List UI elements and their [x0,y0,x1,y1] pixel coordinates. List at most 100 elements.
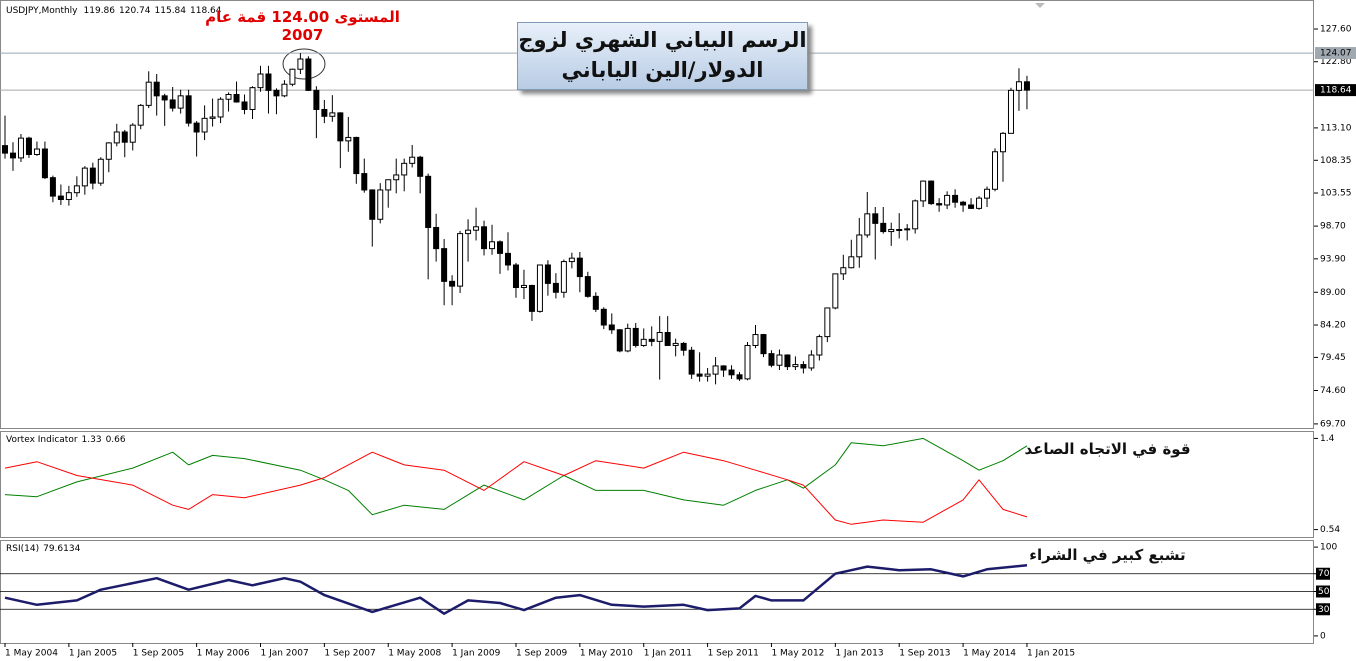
candle-body [824,307,831,338]
candle-body [592,295,599,310]
candle-body [337,112,344,142]
shift-marker [1035,3,1045,8]
candle-body [984,188,991,199]
y-tick-label: 84.20 [1320,321,1346,331]
candle-body [696,373,703,377]
candle-body [560,261,567,293]
candle-body [904,228,911,231]
candle-body [129,124,136,143]
candle-body [497,241,504,254]
candle-body [401,162,408,176]
candle-body [712,365,719,375]
candle-body [137,104,144,126]
candle-body [896,229,903,232]
indicator-line [4,437,1028,516]
y-tick-label: 98.70 [1320,222,1346,232]
candle-body [433,226,440,250]
candle-body [544,264,551,284]
candle-body [600,308,607,326]
x-tick-label: 1 May 2012 [771,649,824,659]
y-tick-label: 0.54 [1320,525,1340,535]
candle-body [329,112,336,117]
candle-body [776,354,783,366]
candle-body [832,273,839,309]
x-tick-label: 1 May 2010 [580,649,633,659]
x-tick-label: 1 May 2008 [388,649,441,659]
y-tick-label: 50 [1318,587,1330,597]
candle-body [425,175,432,228]
candle-body [880,222,887,233]
vortex-panel [0,431,1314,538]
candle-body [624,327,631,352]
candle-body [736,374,743,380]
candle-body [121,131,128,143]
candle-body [321,108,328,117]
rsi-panel [0,540,1314,644]
candle-body [680,342,687,351]
y-tick-label: 70 [1318,569,1330,579]
candle-body [177,95,184,109]
candle-body [1015,81,1022,91]
candle-body [552,282,559,293]
candle-body [808,354,815,369]
candle-body [145,81,152,106]
candle-body [952,194,959,203]
candle-body [313,89,320,110]
rsi-annotation: تشبع كبير في الشراء [1029,546,1186,564]
candle-body [728,369,735,376]
price-header: USDJPY,Monthly 119.86 120.74 115.84 118.64 [6,6,222,16]
candle-body [872,213,879,224]
candle-body [17,137,24,159]
y-tick-label: 108.35 [1320,156,1352,166]
candle-body [976,197,983,209]
highlight-ellipse [282,48,326,80]
candle-body [225,93,232,100]
high: 120.74 [119,6,151,16]
x-tick-label: 1 Sep 2009 [516,649,568,659]
candle-body [608,324,615,331]
candle-body [473,226,480,231]
vi-minus: 0.66 [106,435,126,445]
candle-body [273,89,280,97]
bid-tag [1315,84,1356,97]
candle-body [888,229,895,233]
candle-body [944,194,951,206]
level-label-box [1316,585,1330,598]
vortex-annotation: قوة في الاتجاه الصاعد [1024,440,1191,458]
candle-body [792,364,799,368]
candle-body [377,189,384,220]
y-tick-label: 0 [1320,631,1326,641]
candle-body [361,173,368,191]
candle-body [489,241,496,250]
indicator-line [4,451,1028,525]
candle-body [568,257,575,263]
candle-body [209,116,216,119]
x-tick-label: 1 Jan 2013 [835,649,883,659]
candle-body [73,185,80,194]
candle-body [512,264,519,288]
x-tick-label: 1 Jan 2015 [1027,649,1075,659]
candle-body [297,58,304,70]
candle-body [720,365,727,371]
candle-body [992,151,999,190]
candle-body [784,354,791,368]
candle-body [1023,81,1030,91]
y-tick-label: 122.80 [1320,57,1352,67]
candle-body [960,201,967,206]
x-tick-label: 1 Jan 2011 [644,649,692,659]
candle-body [688,349,695,375]
rsi-value: 79.6134 [43,544,80,554]
candle-body [97,158,104,184]
peak-annotation: المستوى 124.00 قمة عام 2007 [205,8,400,44]
candle-body [417,156,424,177]
indicator-name: RSI(14) [6,544,39,554]
candle-body [1000,132,1006,153]
candle-body [936,203,943,206]
candle-body [465,229,472,235]
candle-body [193,122,200,133]
y-tick-label: 69.70 [1320,419,1346,429]
candle-body [49,177,56,197]
candle-body [856,234,863,258]
candle-body [920,180,927,202]
